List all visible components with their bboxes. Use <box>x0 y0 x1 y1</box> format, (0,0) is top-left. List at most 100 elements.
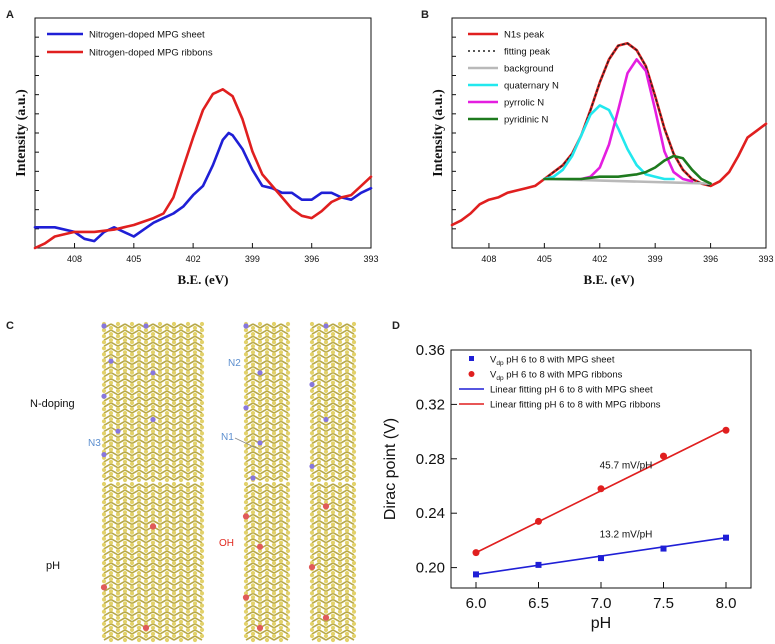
carbon-atom <box>344 492 350 497</box>
carbon-atom <box>344 362 350 367</box>
carbon-atom <box>150 344 156 349</box>
carbon-atom <box>178 558 184 564</box>
carbon-atom <box>351 413 357 418</box>
carbon-atom <box>129 400 135 406</box>
carbon-atom <box>122 564 128 570</box>
carbon-atom <box>122 417 128 422</box>
carbon-atom <box>122 546 128 551</box>
nitrogen-atom <box>250 475 256 481</box>
carbon-atom <box>101 518 107 523</box>
carbon-atom <box>271 467 277 472</box>
carbon-atom <box>271 431 277 436</box>
hydroxyl-atom <box>322 503 330 510</box>
carbon-atom <box>185 597 191 602</box>
carbon-atom <box>285 500 291 505</box>
hydroxyl-atom <box>142 624 150 631</box>
carbon-atom <box>192 435 198 440</box>
carbon-atom <box>271 455 277 460</box>
carbon-atom <box>122 552 128 557</box>
carbon-atom <box>323 481 329 487</box>
carbon-atom <box>108 510 114 515</box>
carbon-atom <box>330 558 336 564</box>
carbon-atom <box>330 492 336 497</box>
carbon-atom <box>115 352 121 357</box>
carbon-atom <box>101 512 107 517</box>
carbon-atom <box>323 591 329 596</box>
carbon-atom <box>257 449 263 454</box>
carbon-atom <box>344 435 350 440</box>
carbon-atom <box>250 522 256 527</box>
carbon-atom <box>344 344 350 349</box>
carbon-atom <box>278 374 284 379</box>
carbon-atom <box>108 534 114 539</box>
carbon-atom <box>323 388 329 393</box>
y-tick-label: 0.24 <box>416 505 445 522</box>
carbon-atom <box>264 577 270 582</box>
carbon-atom <box>323 633 329 639</box>
carbon-atom <box>164 577 170 582</box>
data-point-circle <box>597 485 605 493</box>
carbon-atom <box>101 346 107 351</box>
carbon-atom <box>192 392 198 397</box>
carbon-atom <box>185 512 191 517</box>
carbon-atom <box>344 504 350 509</box>
carbon-atom <box>185 394 191 400</box>
carbon-atom <box>243 633 249 639</box>
carbon-atom <box>178 637 184 643</box>
carbon-atom <box>164 435 170 440</box>
carbon-atom <box>136 601 142 606</box>
carbon-atom <box>185 370 191 375</box>
carbon-atom <box>164 417 170 422</box>
carbon-atom <box>101 560 107 566</box>
carbon-atom <box>171 352 177 357</box>
carbon-atom <box>330 583 336 588</box>
hydroxyl-atom <box>256 543 264 550</box>
carbon-atom <box>264 498 270 503</box>
carbon-atom <box>164 423 170 428</box>
carbon-atom <box>351 567 357 572</box>
carbon-atom <box>271 382 277 387</box>
carbon-atom <box>192 546 198 551</box>
carbon-atom <box>171 388 177 393</box>
carbon-atom <box>115 530 121 535</box>
carbon-atom <box>257 467 263 472</box>
carbon-atom <box>129 488 135 493</box>
carbon-atom <box>271 328 277 333</box>
carbon-atom <box>337 437 343 442</box>
x-tick-label: 6.0 <box>466 595 487 612</box>
carbon-atom <box>351 524 357 529</box>
carbon-atom <box>278 607 284 612</box>
carbon-atom <box>344 589 350 594</box>
carbon-atom <box>250 564 256 570</box>
carbon-atom <box>157 394 163 400</box>
carbon-atom <box>199 579 205 584</box>
carbon-atom <box>178 498 184 503</box>
carbon-atom <box>285 518 291 523</box>
carbon-atom <box>115 425 121 430</box>
carbon-atom <box>330 546 336 551</box>
carbon-atom <box>309 518 315 523</box>
carbon-atom <box>143 500 149 505</box>
carbon-atom <box>278 528 284 533</box>
legend-label: Nitrogen-doped MPG sheet <box>89 30 205 41</box>
carbon-atom <box>344 441 350 446</box>
carbon-atom <box>337 461 343 466</box>
carbon-atom <box>278 338 284 343</box>
carbon-atom <box>171 603 177 608</box>
carbon-atom <box>143 512 149 517</box>
carbon-atom <box>101 542 107 547</box>
carbon-atom <box>122 601 128 606</box>
carbon-atom <box>199 488 205 493</box>
carbon-atom <box>178 344 184 349</box>
carbon-atom <box>337 334 343 339</box>
carbon-atom <box>157 597 163 602</box>
carbon-atom <box>192 631 198 636</box>
carbon-atom <box>199 524 205 529</box>
carbon-atom <box>309 449 315 454</box>
carbon-atom <box>122 453 128 458</box>
carbon-atom <box>108 398 114 404</box>
carbon-atom <box>351 382 357 387</box>
carbon-atom <box>122 583 128 588</box>
carbon-atom <box>309 321 315 327</box>
carbon-atom <box>108 577 114 582</box>
